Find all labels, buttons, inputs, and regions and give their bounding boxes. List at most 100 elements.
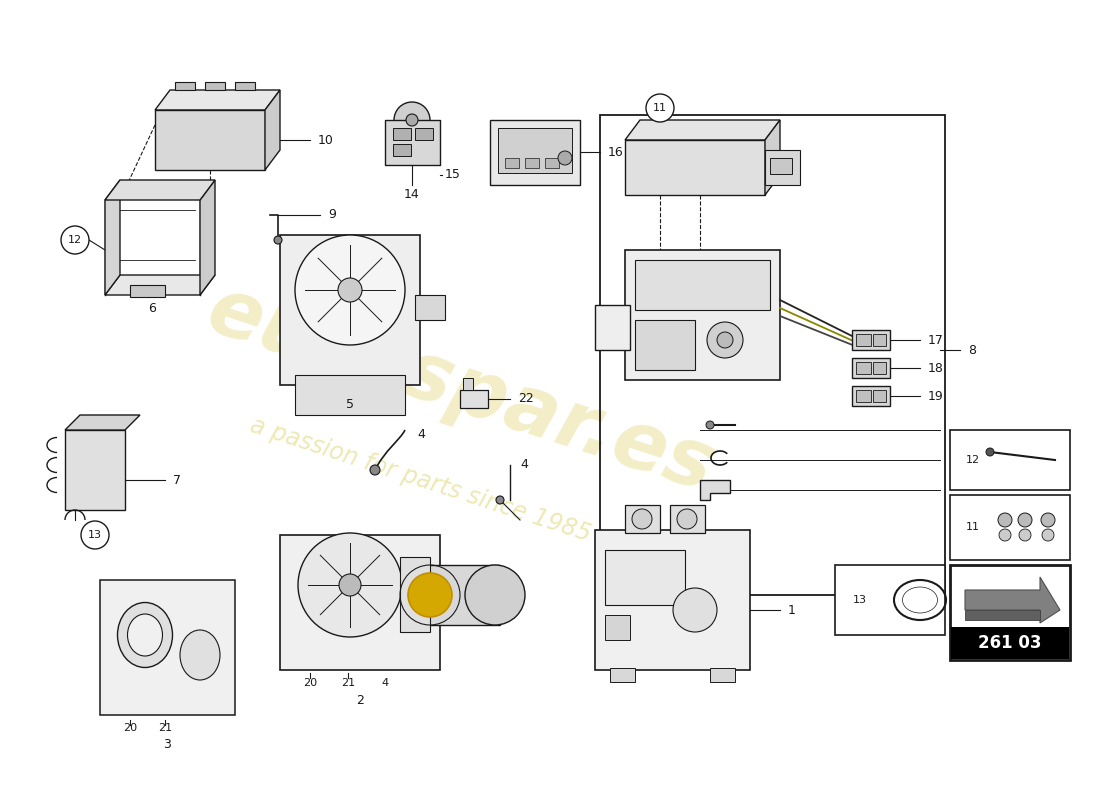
Circle shape [1018,513,1032,527]
Circle shape [673,588,717,632]
Polygon shape [764,120,780,195]
Text: 16: 16 [608,146,624,158]
Ellipse shape [180,630,220,680]
Polygon shape [410,565,500,625]
Bar [605,550,685,605]
Text: eurospar.es: eurospar.es [197,271,723,509]
Text: 21: 21 [158,723,172,733]
Ellipse shape [118,602,173,667]
Bar [544,158,559,168]
Bar [770,158,792,174]
Bar [393,128,411,140]
Circle shape [998,513,1012,527]
Text: 4: 4 [417,429,425,442]
Bar [873,362,886,374]
Bar [950,565,1070,660]
Circle shape [274,236,282,244]
Polygon shape [104,180,120,295]
Bar [873,390,886,402]
Bar [670,505,705,533]
Text: 10: 10 [318,134,334,146]
Text: 22: 22 [518,393,534,406]
Polygon shape [65,415,140,430]
Circle shape [408,573,452,617]
Polygon shape [700,480,730,500]
Circle shape [81,521,109,549]
Text: 14: 14 [404,189,420,202]
Bar [600,115,945,595]
Text: 2: 2 [356,694,364,706]
Polygon shape [155,90,280,110]
Bar [625,140,764,195]
Polygon shape [625,120,780,140]
Polygon shape [205,82,225,90]
Bar [130,285,165,297]
Polygon shape [104,275,214,295]
Text: a passion for parts since 1985: a passion for parts since 1985 [246,414,593,546]
Bar [610,668,635,682]
Circle shape [999,529,1011,541]
Circle shape [707,322,743,358]
Ellipse shape [128,614,163,656]
Text: 7: 7 [173,474,182,486]
Circle shape [496,496,504,504]
Bar [856,390,871,402]
Bar [460,390,488,408]
Circle shape [60,226,89,254]
Bar [852,330,890,350]
Text: 18: 18 [928,362,944,374]
Circle shape [339,574,361,596]
Text: 6: 6 [148,302,156,314]
Circle shape [717,332,733,348]
Bar [505,158,519,168]
Text: 1: 1 [788,603,796,617]
Circle shape [406,114,418,126]
Text: 5: 5 [346,398,354,411]
Bar [873,334,886,346]
Bar [490,120,580,185]
Circle shape [986,448,994,456]
Text: 11: 11 [966,522,980,532]
Text: 4: 4 [382,678,388,688]
Bar [415,128,433,140]
Text: 11: 11 [653,103,667,113]
Bar [950,495,1070,560]
Circle shape [1019,529,1031,541]
Circle shape [1041,513,1055,527]
Text: 3: 3 [163,738,170,751]
Bar [950,430,1070,490]
Text: 261 03: 261 03 [978,634,1042,652]
Text: 17: 17 [928,334,944,346]
Text: 9: 9 [328,209,336,222]
Bar [393,144,411,156]
Bar [595,305,630,350]
Circle shape [646,94,674,122]
Bar [856,362,871,374]
Circle shape [676,509,697,529]
Text: 15: 15 [446,169,461,182]
Bar [605,615,630,640]
Bar [595,530,750,670]
Bar [835,565,945,635]
Text: 20: 20 [123,723,138,733]
Bar [852,358,890,378]
Polygon shape [385,120,440,165]
Bar [415,295,446,320]
Bar [400,557,430,632]
Polygon shape [65,430,125,510]
Bar [498,128,572,173]
Text: 13: 13 [88,530,102,540]
Polygon shape [200,180,214,295]
Text: 13: 13 [852,595,867,605]
Polygon shape [175,82,195,90]
Polygon shape [235,82,255,90]
Bar [525,158,539,168]
Circle shape [394,102,430,138]
Bar [463,378,473,390]
Circle shape [338,278,362,302]
Circle shape [1042,529,1054,541]
Bar [280,535,440,670]
Text: 21: 21 [341,678,355,688]
Circle shape [295,235,405,345]
Polygon shape [965,610,1040,620]
